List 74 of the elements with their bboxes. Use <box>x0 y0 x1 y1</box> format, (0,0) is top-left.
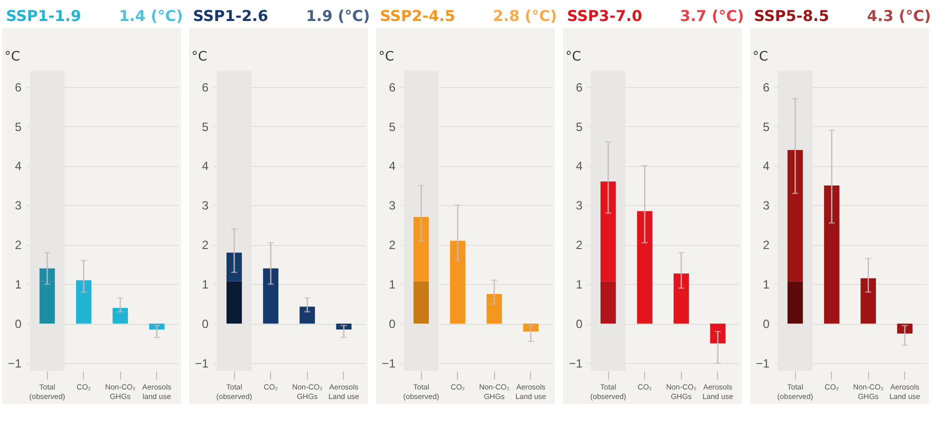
y-tick-label: 6 <box>202 80 209 94</box>
y-tick-label: 3 <box>14 198 22 213</box>
bar <box>710 324 726 344</box>
y-tick-label: 4 <box>388 159 396 174</box>
y-axis-title: °C <box>566 50 582 64</box>
y-tick-label: 1 <box>576 278 583 292</box>
y-tick-label: 1 <box>388 278 396 292</box>
bar <box>486 294 502 324</box>
chart-title: SSP2-4.5 <box>380 7 456 25</box>
y-tick-label: 5 <box>14 120 22 134</box>
bar <box>76 280 92 324</box>
bar <box>226 252 242 282</box>
y-tick-label: 0 <box>576 317 583 332</box>
bar <box>788 150 803 282</box>
y-tick-label: −1 <box>756 356 770 371</box>
y-tick-label: 4 <box>762 159 770 174</box>
bar <box>600 281 616 324</box>
bar <box>226 281 242 324</box>
bar <box>788 281 803 324</box>
y-axis-title: °C <box>192 50 208 64</box>
y-tick-label: 0 <box>388 317 396 332</box>
y-tick-label: 2 <box>14 238 22 252</box>
y-tick-label: 4 <box>202 159 209 174</box>
bar <box>637 211 652 324</box>
y-axis-title: °C <box>752 50 768 64</box>
bar <box>600 182 616 282</box>
chart-subtitle: 1.4 (°C) <box>118 7 183 25</box>
y-tick-label: −1 <box>382 356 396 371</box>
y-tick-label: 4 <box>14 159 22 174</box>
chart-title: SSP5-8.5 <box>754 7 830 25</box>
bar <box>824 185 840 324</box>
y-tick-label: 0 <box>762 317 770 332</box>
y-tick-label: 6 <box>762 80 770 94</box>
y-tick-label: 1 <box>762 278 770 292</box>
chart-title: SSP1-2.6 <box>193 7 268 25</box>
y-tick-label: 1 <box>202 278 209 292</box>
chart-subtitle: 2.8 (°C) <box>492 7 557 25</box>
y-tick-label: 3 <box>762 198 770 213</box>
y-tick-label: 3 <box>202 198 209 213</box>
y-tick-label: 6 <box>576 80 583 94</box>
bar <box>414 281 429 324</box>
y-tick-label: −1 <box>568 356 583 371</box>
y-tick-label: 1 <box>14 278 22 292</box>
y-tick-label: 6 <box>388 80 396 94</box>
bar <box>414 217 429 282</box>
bar <box>112 308 128 324</box>
y-tick-label: 3 <box>576 198 583 213</box>
chart-subtitle: 3.7 (°C) <box>680 7 744 25</box>
bar <box>263 268 278 324</box>
y-tick-label: 0 <box>202 317 209 332</box>
y-tick-label: 5 <box>576 120 583 134</box>
chart-title: SSP3-7.0 <box>567 7 642 25</box>
y-tick-label: 5 <box>762 120 770 134</box>
y-axis-title: °C <box>4 50 20 64</box>
y-tick-label: 2 <box>202 238 209 252</box>
y-tick-label: 5 <box>388 120 396 134</box>
chart-subtitle: 4.3 (°C) <box>866 7 931 25</box>
y-tick-label: 3 <box>388 198 396 213</box>
y-tick-label: −1 <box>8 356 22 371</box>
bar <box>450 240 466 324</box>
bar <box>674 274 689 324</box>
y-tick-label: −1 <box>194 356 209 371</box>
y-tick-label: 2 <box>576 238 583 252</box>
chart-subtitle: 1.9 (°C) <box>306 7 370 25</box>
y-tick-label: 2 <box>762 238 770 252</box>
bar <box>860 278 876 324</box>
y-tick-label: 6 <box>14 80 22 94</box>
chart-title: SSP1-1.9 <box>6 7 82 25</box>
y-tick-label: 4 <box>576 159 583 174</box>
bar <box>300 306 315 324</box>
y-tick-label: 0 <box>14 317 22 332</box>
y-axis-title: °C <box>378 50 394 64</box>
y-tick-label: 5 <box>202 120 209 134</box>
y-tick-label: 2 <box>388 238 396 252</box>
